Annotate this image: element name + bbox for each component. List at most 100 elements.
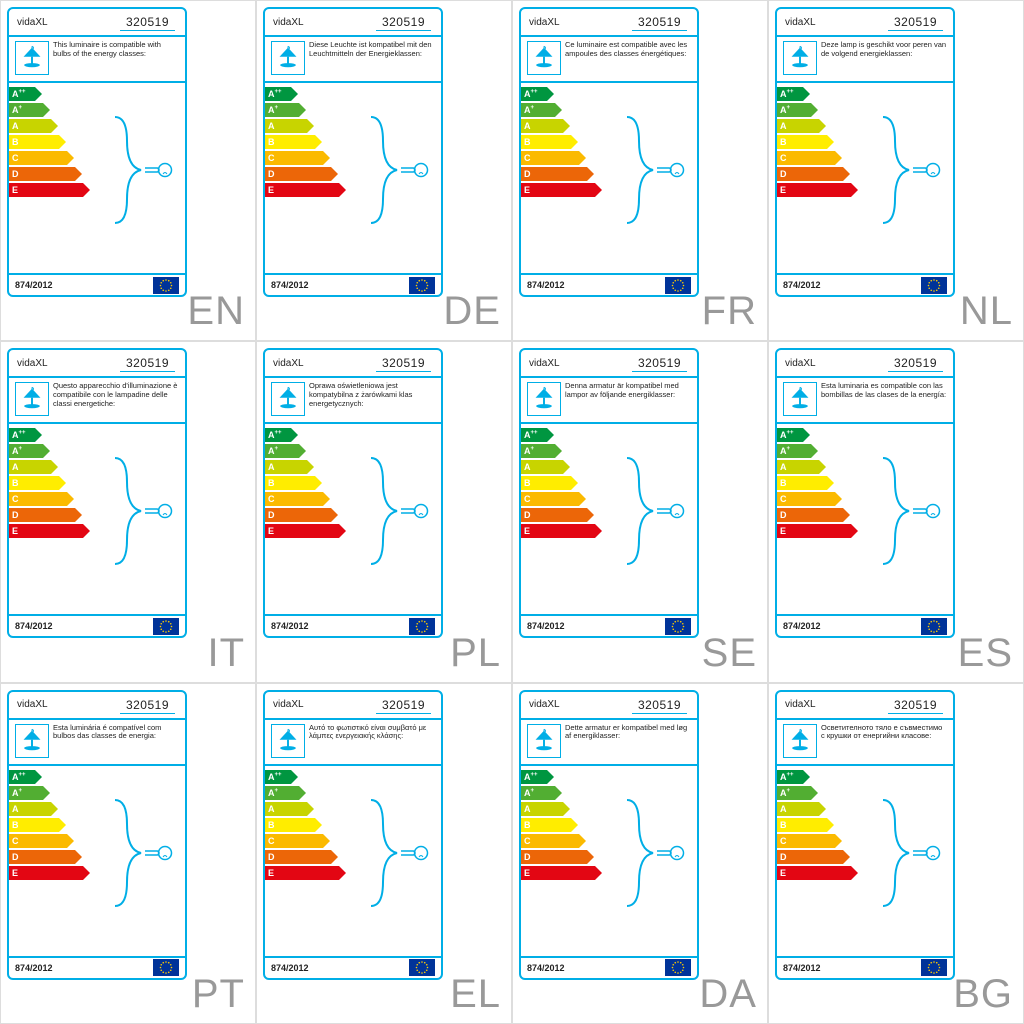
cell-DE: vidaXL320519Diese Leuchte ist kompatibel… [256,0,512,341]
energy-class-A: A [9,119,185,133]
regulation-text: 874/2012 [527,280,565,290]
lamp-icon [787,386,813,412]
energy-label: vidaXL320519Deze lamp is geschikt voor p… [775,7,955,297]
lamp-icon [275,386,301,412]
energy-class-label: C [268,153,275,163]
energy-class-label: A++ [524,772,538,782]
energy-class-A+: A+ [9,103,185,117]
energy-class-label: B [12,137,19,147]
regulation-text: 874/2012 [15,280,53,290]
regulation-text: 874/2012 [783,621,821,631]
label-header: vidaXL320519 [265,350,441,374]
label-header: vidaXL320519 [265,692,441,716]
regulation-text: 874/2012 [527,621,565,631]
energy-class-A++: A++ [265,770,441,784]
energy-class-E: E [265,866,441,880]
compatibility-text: Ce luminaire est compatible avec les amp… [565,41,691,58]
energy-class-label: C [780,836,787,846]
eu-flag-icon [921,277,947,294]
lamp-pictogram [527,382,561,416]
product-id: 320519 [376,13,431,31]
cell-FR: vidaXL 320519 Ce luminaire est compatible … [512,0,768,341]
energy-class-B: B [777,818,953,832]
energy-classes: A++A+ABCDE [265,766,441,880]
cell-DA: vidaXL320519Dette armatur er kompatibel … [512,683,768,1024]
energy-class-label: E [268,185,274,195]
cell-NL: vidaXL320519Deze lamp is geschikt voor p… [768,0,1024,341]
energy-class-C: C [9,834,185,848]
info-row: Questo apparecchio d'illuminazione è com… [9,378,185,420]
energy-classes: A++A+ABCDE [9,424,185,538]
energy-class-label: C [780,494,787,504]
energy-class-label: B [524,820,531,830]
energy-class-label: C [780,153,787,163]
compatibility-text: Deze lamp is geschikt voor peren van de … [821,41,947,58]
cell-SE: vidaXL320519Denna armatur är kompatibel … [512,341,768,682]
lamp-pictogram [15,724,49,758]
energy-classes: A++A+ABCDE [265,83,441,197]
energy-class-label: A+ [780,105,790,115]
language-code: PT [192,972,245,1017]
brand-text: vidaXL [17,358,48,369]
energy-class-A+: A+ [265,103,441,117]
energy-class-label: E [12,185,18,195]
label-header: vidaXL320519 [777,692,953,716]
lamp-icon [531,728,557,754]
energy-class-label: A+ [268,446,278,456]
label-footer: 874/2012 [9,273,185,295]
energy-class-label: D [524,852,531,862]
energy-class-label: A+ [780,788,790,798]
eu-flag-icon [409,959,435,976]
lamp-icon [531,45,557,71]
brand-text: vidaXL [529,358,560,369]
energy-class-B: B [521,818,697,832]
info-row: Denna armatur är kompatibel med lampor a… [521,378,697,420]
lamp-icon [787,728,813,754]
product-id: 320519 [632,13,687,31]
energy-class-E: E [777,183,953,197]
label-footer: 874/2012 [521,273,697,295]
energy-class-label: C [524,153,531,163]
regulation-text: 874/2012 [15,621,53,631]
energy-class-label: A+ [524,446,534,456]
label-header: vidaXL 320519 [521,9,697,33]
eu-flag [409,618,435,635]
eu-flag [921,618,947,635]
eu-flag-icon [153,277,179,294]
brand-text: vidaXL [529,17,560,28]
eu-flag [409,277,435,294]
eu-flag [153,959,179,976]
language-code: DE [443,289,501,334]
energy-class-C: C [777,492,953,506]
energy-class-D: D [521,167,697,181]
eu-flag-icon [153,959,179,976]
energy-class-label: C [12,836,19,846]
energy-class-A: A [777,802,953,816]
energy-class-E: E [777,524,953,538]
energy-class-label: A+ [12,446,22,456]
energy-label: vidaXL320519 Αυτό το φωτιστικό είναι συμβ… [263,690,443,980]
energy-class-A+: A+ [521,444,697,458]
regulation-text: 874/2012 [783,280,821,290]
energy-class-label: B [780,820,787,830]
energy-class-label: A+ [12,105,22,115]
energy-class-label: A [780,121,787,131]
energy-class-label: A+ [12,788,22,798]
energy-class-label: A [268,804,275,814]
brand-text: vidaXL [273,17,304,28]
energy-class-C: C [777,834,953,848]
language-code: IT [207,631,245,676]
brand-text: vidaXL [273,699,304,710]
energy-class-A++: A++ [521,87,697,101]
eu-flag [153,618,179,635]
energy-class-A++: A++ [9,770,185,784]
energy-classes: A++A+ABCDE [777,766,953,880]
energy-classes: A++A+ABCDE [777,424,953,538]
energy-class-C: C [265,834,441,848]
compatibility-text: Αυτό το φωτιστικό είναι συμβατό με λάμπε… [309,724,435,741]
label-footer: 874/2012 [777,273,953,295]
eu-flag-icon [665,959,691,976]
eu-flag [921,277,947,294]
label-header: vidaXL320519 [9,350,185,374]
energy-label: vidaXL320519Oprawa oświetleniowa jest ko… [263,348,443,638]
